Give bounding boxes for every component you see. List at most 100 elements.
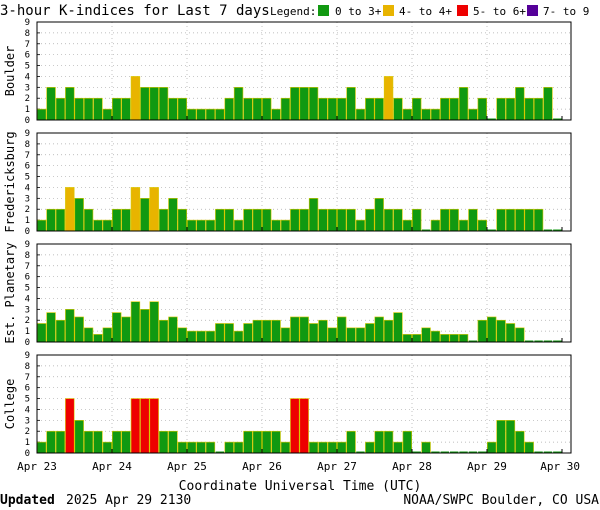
y-tick-label: 4 xyxy=(25,294,30,304)
k-index-bar xyxy=(459,451,468,453)
k-index-bar xyxy=(187,330,197,343)
k-index-bar xyxy=(393,312,403,343)
k-index-bar xyxy=(515,327,525,343)
legend-item-7-9: 7- to 9 xyxy=(527,5,589,18)
k-index-bar xyxy=(205,108,216,121)
k-index-bar xyxy=(336,208,347,232)
legend-text-7-9: 7- to 9 xyxy=(543,5,589,18)
k-index-bar xyxy=(65,187,75,232)
k-index-bar xyxy=(383,319,394,343)
k-index-bar xyxy=(336,441,347,454)
k-index-bar xyxy=(525,340,534,342)
k-index-bar xyxy=(158,319,169,343)
legend-swatch-green xyxy=(318,5,329,16)
k-index-bar xyxy=(93,97,103,121)
k-index-bar xyxy=(355,108,366,121)
k-index-bar xyxy=(543,87,553,121)
k-index-bar xyxy=(468,108,478,121)
k-index-bar xyxy=(374,430,384,454)
legend-swatch-yellow xyxy=(383,5,394,16)
k-index-bar xyxy=(177,208,188,232)
k-index-bar xyxy=(383,208,394,232)
k-index-bar xyxy=(515,208,525,232)
k-index-bar xyxy=(112,312,122,343)
k-index-bar xyxy=(243,97,253,121)
k-index-bar xyxy=(543,229,553,231)
updated-label: Updated xyxy=(0,493,55,508)
legend-item-5-6: 5- to 6+ xyxy=(457,5,526,18)
k-index-bar xyxy=(505,97,516,121)
k-index-bar xyxy=(187,219,197,232)
k-index-bar xyxy=(308,323,319,343)
legend-item-0-3: 0 to 3+ xyxy=(318,5,382,18)
k-index-bar xyxy=(261,97,272,121)
k-index-bar xyxy=(327,327,337,343)
y-tick-label: 4 xyxy=(25,183,30,193)
k-index-bar xyxy=(271,430,281,454)
k-index-bar xyxy=(393,97,403,121)
k-index-bar xyxy=(280,327,291,343)
k-index-bar xyxy=(477,219,487,232)
k-index-bar xyxy=(383,430,394,454)
y-tick-label: 7 xyxy=(25,373,30,383)
y-tick-label: 5 xyxy=(25,395,30,405)
k-index-bar xyxy=(224,323,234,343)
k-index-bar xyxy=(365,323,375,343)
y-tick-label: 0 xyxy=(25,227,30,237)
k-index-bar xyxy=(55,208,66,232)
k-index-bar xyxy=(327,441,337,454)
k-index-bar xyxy=(83,208,94,232)
updated-timestamp: 2025 Apr 29 2130 xyxy=(66,493,191,508)
x-tick-label: Apr 27 xyxy=(317,460,357,473)
k-index-bar xyxy=(121,316,131,343)
k-index-bar xyxy=(374,198,384,232)
legend-text-0-3: 0 to 3+ xyxy=(335,5,382,18)
y-tick-label: 8 xyxy=(25,362,30,372)
k-index-bar xyxy=(233,441,244,454)
k-index-bar xyxy=(411,97,422,121)
k-index-bar xyxy=(271,108,281,121)
y-tick-label: 2 xyxy=(25,94,30,104)
k-index-bar xyxy=(421,441,431,454)
k-index-bar xyxy=(346,430,356,454)
k-index-bar xyxy=(224,97,234,121)
k-index-bar xyxy=(543,451,553,453)
y-tick-label: 9 xyxy=(25,129,30,139)
y-tick-label: 3 xyxy=(25,194,30,204)
data-source: NOAA/SWPC Boulder, CO USA xyxy=(403,493,599,508)
k-index-bar xyxy=(458,87,469,121)
k-index-bar xyxy=(112,430,122,454)
k-index-bar xyxy=(46,430,56,454)
k-index-bar xyxy=(252,319,263,343)
panel-border xyxy=(36,354,572,454)
k-index-bar xyxy=(458,219,469,232)
k-index-bar xyxy=(496,208,506,232)
k-index-bar xyxy=(187,108,197,121)
y-tick-label: 7 xyxy=(25,40,30,50)
k-index-bar xyxy=(336,97,347,121)
k-index-bar xyxy=(280,97,291,121)
k-index-bar xyxy=(336,316,347,343)
station-panels: 0123456789Boulder0123456789Fredericksbur… xyxy=(3,18,580,473)
x-tick-label: Apr 25 xyxy=(167,460,207,473)
k-index-bar xyxy=(215,323,225,343)
k-index-bar xyxy=(487,229,496,231)
panel-border xyxy=(36,21,572,121)
y-tick-label: 3 xyxy=(25,416,30,426)
station-label: Boulder xyxy=(3,46,17,97)
k-index-bar xyxy=(356,451,365,453)
k-index-bar xyxy=(299,398,309,454)
k-index-bar xyxy=(486,316,497,343)
k-index-bar xyxy=(449,334,459,343)
legend-item-4: 4- to 4+ xyxy=(383,5,452,18)
k-index-bar xyxy=(477,97,487,121)
k-index-bar xyxy=(308,198,319,232)
k-index-bar xyxy=(55,319,66,343)
k-index-bar xyxy=(121,430,131,454)
legend-swatch-purple xyxy=(527,5,538,16)
k-index-bar xyxy=(468,208,478,232)
k-index-bar xyxy=(430,330,441,343)
